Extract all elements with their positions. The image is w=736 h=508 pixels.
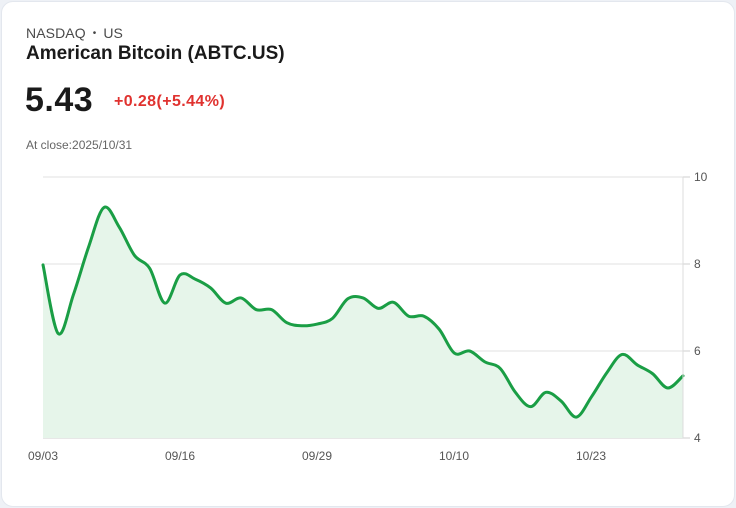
exchange-name: NASDAQ — [26, 25, 86, 41]
x-tick-label: 10/23 — [576, 449, 606, 463]
x-tick-label: 09/03 — [28, 449, 58, 463]
market-name: US — [103, 25, 123, 41]
stock-title: American Bitcoin (ABTC.US) — [26, 43, 285, 64]
x-axis: 09/03 09/16 09/29 10/10 10/23 — [28, 449, 606, 463]
x-tick-label: 10/10 — [439, 449, 469, 463]
price-area-fill — [43, 206, 683, 438]
close-date: At close:2025/10/31 — [26, 138, 133, 152]
x-tick-label: 09/29 — [302, 449, 332, 463]
y-tick-label: 6 — [694, 344, 701, 358]
x-tick-label: 09/16 — [165, 449, 195, 463]
y-tick-label: 4 — [694, 431, 701, 445]
y-axis: 10 8 6 4 — [682, 170, 708, 445]
current-price: 5.43 — [25, 81, 94, 119]
separator-dot: • — [92, 28, 97, 39]
y-tick-label: 8 — [694, 257, 701, 271]
price-change: +0.28(+5.44%) — [114, 93, 226, 110]
y-tick-label: 10 — [694, 170, 708, 184]
price-line[interactable] — [41, 205, 685, 419]
exchange-line: NASDAQ • US — [26, 25, 123, 41]
